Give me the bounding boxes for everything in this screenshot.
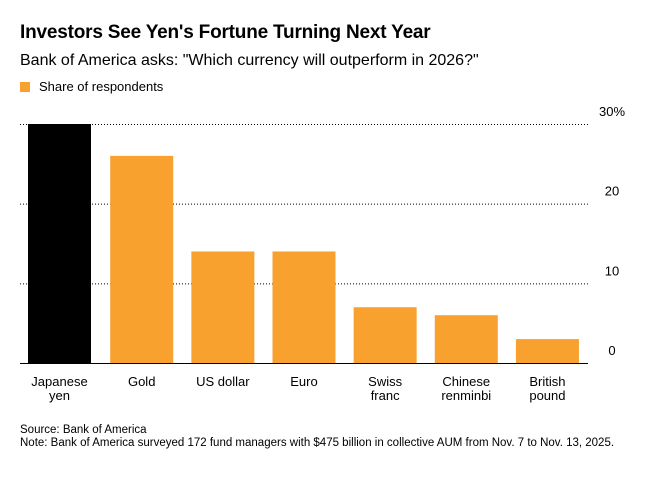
footer: Source: Bank of America Note: Bank of Am… [20, 424, 620, 450]
y-tick-label: 0 [608, 343, 615, 358]
bar [353, 307, 417, 363]
x-tick-label: US dollar [196, 374, 250, 389]
x-tick-label: Gold [128, 374, 155, 389]
bar [110, 155, 174, 363]
y-tick-label: 10 [605, 263, 619, 278]
bar [28, 124, 91, 363]
source-text: Source: Bank of America [20, 424, 147, 436]
bar-chart: 0 10 20 30% Japanese yen Gold US dollar Euro Swis… [20, 104, 625, 403]
x-tick-label: British pound [529, 374, 565, 403]
x-tick-label: Euro [290, 374, 317, 389]
note-text: Note: Bank of America surveyed 172 fund … [20, 437, 615, 449]
y-tick-label: 20 [605, 184, 619, 199]
chart-title: Investors See Yen's Fortune Turning Next… [20, 22, 431, 43]
bar [191, 251, 255, 363]
chart-subtitle: Bank of America asks: "Which currency wi… [20, 52, 479, 69]
bar [272, 251, 336, 363]
legend: Share of respondents [20, 79, 163, 94]
y-tick-label: 30% [599, 104, 625, 119]
x-tick-label: Chinese renminbi [441, 374, 491, 403]
legend-swatch [20, 81, 30, 92]
legend-label: Share of respondents [39, 79, 164, 94]
x-tick-label: Swiss franc [368, 374, 402, 403]
x-tick-label: Japanese yen [31, 374, 87, 403]
bar [515, 339, 579, 363]
bar [434, 315, 498, 363]
